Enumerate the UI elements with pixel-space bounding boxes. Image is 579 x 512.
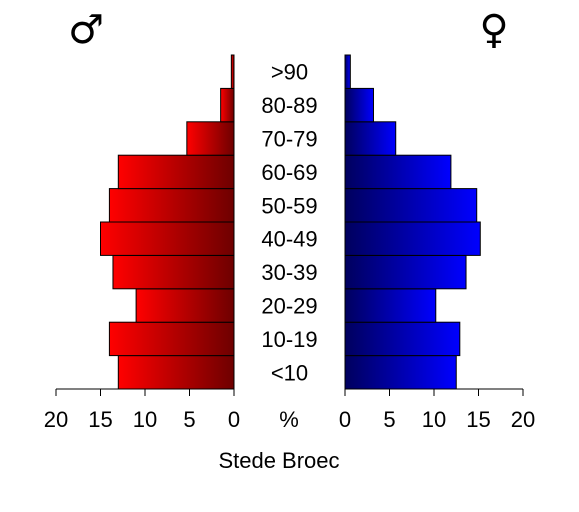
male-bar	[117, 154, 235, 190]
female-bars	[344, 54, 481, 390]
age-group-label: 30-39	[261, 260, 317, 285]
female-bar	[344, 54, 351, 89]
age-group-label: 60-69	[261, 160, 317, 185]
female-tick-label: 5	[383, 407, 395, 432]
male-bar	[100, 221, 235, 256]
female-tick-label: 0	[339, 407, 351, 432]
female-bar	[344, 188, 478, 223]
female-bar	[344, 121, 397, 156]
female-bar	[344, 355, 457, 390]
male-x-axis: 0 5 10 15 20	[44, 388, 240, 432]
age-group-labels: <10 10-19 20-29 30-39 40-49 50-59 60-69 70-79 80…	[261, 60, 317, 386]
female-x-axis: 0 5 10 15 20	[339, 388, 535, 432]
male-bars	[100, 54, 235, 390]
male-bar	[117, 355, 235, 390]
female-tick-label: 15	[466, 407, 490, 432]
chart-title: Stede Broec	[218, 448, 339, 473]
age-group-label: 40-49	[261, 227, 317, 252]
male-bar	[220, 87, 235, 123]
female-bar	[344, 154, 452, 190]
female-bar	[344, 221, 481, 256]
male-bar	[112, 254, 235, 290]
male-tick-label: 20	[44, 407, 68, 432]
age-group-label: 50-59	[261, 193, 317, 218]
male-bar	[108, 321, 235, 357]
age-group-label: 80-89	[261, 93, 317, 118]
male-bar	[135, 288, 235, 323]
female-tick-label: 10	[422, 407, 446, 432]
male-bar	[186, 121, 235, 156]
age-group-label: <10	[271, 360, 308, 385]
female-symbol: ♀	[479, 7, 508, 53]
female-bar	[344, 321, 461, 357]
unit-label: %	[279, 407, 299, 432]
male-bar	[230, 54, 235, 89]
female-bar	[344, 87, 374, 123]
male-symbol: ♂	[68, 7, 104, 53]
age-group-label: >90	[271, 60, 308, 85]
female-bar	[344, 254, 467, 290]
female-bar	[344, 288, 437, 323]
male-tick-label: 0	[228, 407, 240, 432]
age-group-label: 70-79	[261, 127, 317, 152]
age-group-label: 10-19	[261, 327, 317, 352]
female-tick-label: 20	[511, 407, 535, 432]
age-group-label: 20-29	[261, 294, 317, 319]
male-tick-label: 15	[88, 407, 112, 432]
male-tick-label: 10	[133, 407, 157, 432]
male-tick-label: 5	[183, 407, 195, 432]
male-bar	[108, 188, 235, 223]
